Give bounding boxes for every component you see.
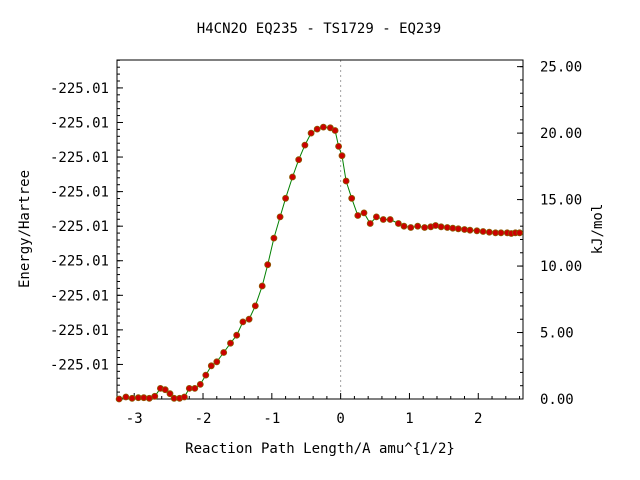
data-point [437,223,445,231]
right-y-tick-label: 0.00 [540,392,574,408]
right-y-tick-label: 15.00 [540,193,582,209]
left-y-tick-label: -225.01 [50,254,109,270]
left-y-tick-label: -225.01 [50,323,109,339]
data-point [338,152,346,160]
data-point [227,339,234,347]
data-point [301,141,309,149]
left-y-tick-label: -225.01 [50,185,109,201]
left-y-tick-label: -225.01 [50,219,109,235]
data-point [394,220,402,227]
data-point [331,127,339,134]
x-tick-label: 2 [474,411,482,427]
right-y-axis-label: kJ/mol [590,204,606,255]
data-point [276,213,284,221]
data-point [207,362,215,370]
x-tick-label: -1 [263,411,280,427]
data-point [421,224,429,231]
x-axis-ticks: -3 -2 -1 0 1 2 [119,393,521,427]
data-point [191,384,199,392]
data-point [432,222,440,229]
left-y-tick-label: -225.01 [50,150,109,166]
data-point [386,216,394,223]
x-tick-label: 0 [336,411,344,427]
data-point [202,371,210,379]
data-point [166,390,174,398]
data-point [443,224,451,231]
data-point [213,358,221,366]
data-point [461,226,468,233]
x-axis-label: Reaction Path Length/A amu^{1/2} [185,441,455,457]
data-point [196,380,204,388]
data-point [115,395,123,403]
data-point [366,220,374,227]
data-point [354,212,362,219]
right-y-tick-label: 25.00 [540,60,582,76]
data-point [497,229,505,237]
data-point [414,222,422,230]
data-point [264,261,272,269]
plot-frame [116,59,524,400]
data-point [180,393,188,401]
data-point [319,123,327,131]
left-y-tick-label: -225.01 [50,115,109,131]
left-y-tick-label: -225.01 [50,288,109,304]
chart-title: H4CN2O EQ235 - TS1729 - EQ239 [197,21,441,37]
data-point [466,226,474,234]
right-y-tick-label: 10.00 [540,259,582,275]
data-point [516,229,523,237]
data-point [140,394,148,402]
data-point [122,393,130,401]
left-y-axis-label: Energy/Hartree [17,170,33,288]
data-point [360,209,368,217]
right-y-axis-ticks: 0.00 5.00 10.00 15.00 20.00 25.00 [517,60,582,408]
data-point [161,386,169,394]
data-point [307,129,315,137]
data-point [282,194,290,202]
data-point [485,228,493,236]
data-point [342,177,350,185]
data-point [335,142,343,150]
left-y-axis-ticks: -225.01 -225.01 -225.01 -225.01 -225.01 -225.… [50,59,123,400]
data-point [270,234,278,242]
data-point [473,227,481,235]
data-point [372,213,380,221]
data-point [251,302,259,310]
data-point-markers [115,123,523,403]
data-point [233,331,241,339]
data-point [151,392,159,400]
data-point [220,349,228,356]
x-tick-label: 1 [405,411,413,427]
data-point [454,225,462,233]
left-y-tick-label: -225.01 [50,357,109,373]
data-point [407,224,415,231]
right-y-tick-label: 20.00 [540,126,582,142]
x-tick-label: -2 [195,411,212,427]
data-point [289,173,296,181]
right-y-tick-label: 5.00 [540,326,574,342]
data-point [239,318,247,326]
data-point [258,282,266,290]
data-point [313,125,321,133]
left-y-tick-label: -225.01 [50,81,109,97]
data-point [128,394,136,402]
x-tick-label: -3 [126,411,143,427]
data-point [245,315,253,323]
data-point [479,228,487,235]
data-point [449,224,457,232]
data-point [379,216,387,223]
data-point [295,156,303,164]
data-point [348,194,356,202]
data-point [400,222,408,230]
data-point [145,394,153,402]
energy-profile-line [118,126,520,400]
